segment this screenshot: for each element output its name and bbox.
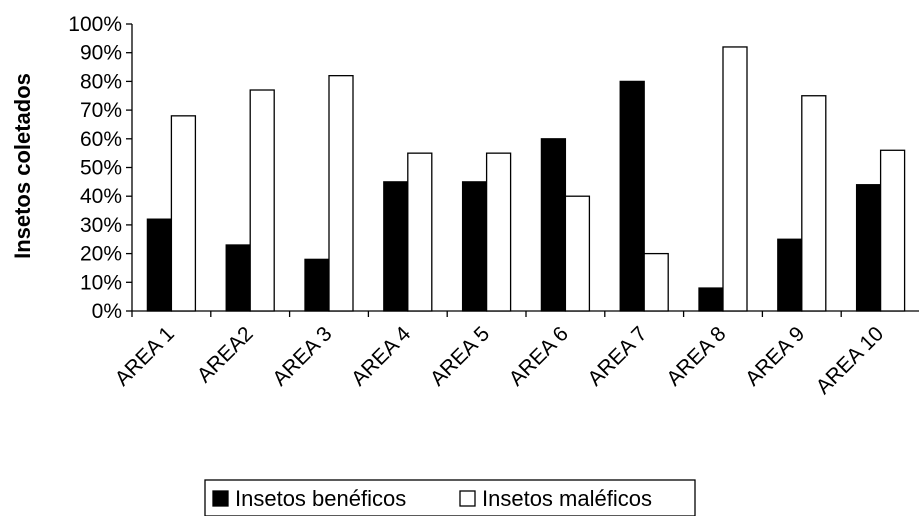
bar-beneficos [225, 244, 251, 312]
y-tick-label: 60% [80, 128, 122, 151]
bar-beneficos [304, 258, 330, 312]
y-tick-label: 30% [80, 214, 122, 237]
y-tick-label: 50% [80, 157, 122, 180]
x-category-label: AREA 1 [111, 322, 179, 390]
bar-maleficos [485, 152, 512, 312]
bar-maleficos [879, 149, 906, 312]
legend-swatch-maleficos [459, 490, 476, 507]
bar-beneficos [383, 181, 409, 312]
bar-maleficos [249, 89, 275, 312]
x-category-label: AREA 8 [662, 322, 730, 390]
y-axis-title: Insetos coletados [10, 73, 35, 259]
x-category-label: AREA 5 [426, 322, 494, 390]
bar-maleficos [170, 115, 197, 312]
y-tick-label: 100% [68, 13, 122, 36]
bar-beneficos [461, 181, 488, 312]
y-tick-label: 20% [80, 243, 122, 266]
bar-beneficos [777, 238, 803, 312]
bar-maleficos [643, 252, 669, 312]
x-category-label: AREA2 [193, 322, 258, 387]
bar-maleficos [328, 75, 354, 312]
bar-beneficos [146, 218, 173, 312]
y-tick-label: 70% [80, 99, 122, 122]
legend-box [204, 479, 696, 516]
legend-label-beneficos: Insetos benéficos [235, 486, 406, 511]
bar-maleficos [564, 195, 591, 312]
y-tick-label: 90% [80, 42, 122, 65]
bar-maleficos [407, 152, 433, 312]
y-tick-label: 40% [80, 185, 122, 208]
bar-maleficos [801, 95, 827, 312]
bar-beneficos [698, 287, 724, 312]
x-category-label: AREA 4 [347, 322, 415, 390]
x-category-label: AREA 6 [505, 322, 573, 390]
x-category-label: AREA 7 [583, 322, 651, 390]
bar-beneficos [855, 184, 882, 312]
x-category-label: AREA 10 [812, 322, 889, 399]
y-tick-label: 10% [80, 271, 122, 294]
y-tick-label: 0% [92, 300, 122, 323]
bar-beneficos [619, 80, 645, 312]
bar-beneficos [540, 138, 567, 312]
x-category-label: AREA 9 [741, 322, 809, 390]
legend-label-maleficos: Insetos maléficos [482, 486, 652, 511]
legend-swatch-beneficos [212, 490, 229, 507]
y-tick-label: 80% [80, 70, 122, 93]
legend: Insetos benéficos Insetos maléficos [204, 479, 696, 516]
x-category-label: AREA 3 [268, 322, 336, 390]
bar-maleficos [722, 46, 748, 312]
